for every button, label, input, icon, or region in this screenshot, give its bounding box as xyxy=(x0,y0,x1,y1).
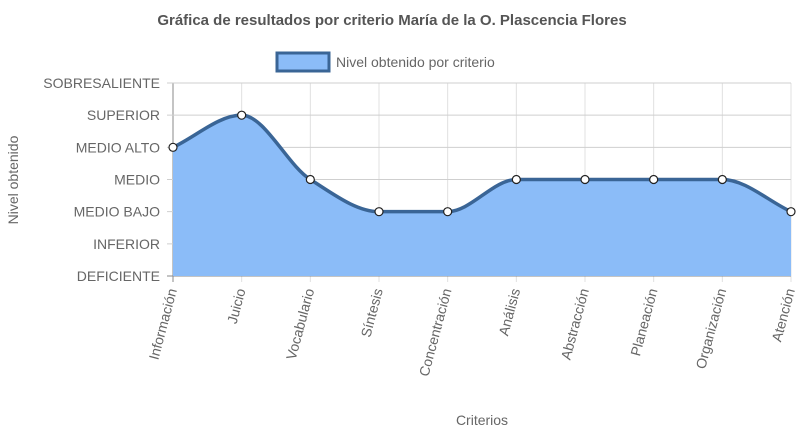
y-tick-label: SUPERIOR xyxy=(87,107,160,123)
x-tick-label: Análisis xyxy=(495,287,523,338)
y-axis-ticks: DEFICIENTE INFERIOR MEDIO BAJO MEDIO MEDIO A… xyxy=(43,75,160,284)
x-tick-label: Vocabulario xyxy=(283,286,317,361)
data-point[interactable] xyxy=(168,142,178,152)
y-axis-title: Nivel obtenido xyxy=(5,135,21,224)
y-tick-label: MEDIO xyxy=(114,172,160,188)
legend-label: Nivel obtenido por criterio xyxy=(336,54,495,70)
chart-title: Gráfica de resultados por criterio María… xyxy=(157,12,626,29)
y-tick-label: MEDIO ALTO xyxy=(76,139,160,155)
y-tick-label: DEFICIENTE xyxy=(77,268,160,284)
series-line xyxy=(172,113,792,214)
y-tick-label: MEDIO BAJO xyxy=(74,204,160,220)
x-tick-label: Síntesis xyxy=(358,287,386,339)
data-point[interactable] xyxy=(443,207,453,217)
x-tick-label: Planeación xyxy=(627,287,660,358)
data-point[interactable] xyxy=(511,174,521,185)
data-point[interactable] xyxy=(717,174,727,185)
data-point[interactable] xyxy=(580,174,590,185)
y-tick-label: INFERIOR xyxy=(93,236,160,252)
data-point[interactable] xyxy=(786,207,796,217)
data-point[interactable] xyxy=(237,110,247,120)
data-points xyxy=(168,110,796,217)
series-area xyxy=(172,113,792,277)
data-point[interactable] xyxy=(305,174,315,185)
legend-swatch xyxy=(275,51,331,73)
x-tick-label: Organización xyxy=(692,287,729,371)
x-tick-label: Información xyxy=(146,287,180,362)
x-tick-label: Concentración xyxy=(416,287,455,378)
data-point[interactable] xyxy=(374,207,384,217)
legend[interactable]: Nivel obtenido por criterio xyxy=(275,51,495,73)
x-tick-label: Abstracción xyxy=(558,287,592,362)
x-axis-ticks: Información Juicio Vocabulario Síntesis Conc… xyxy=(146,286,796,378)
y-tick-label: SOBRESALIENTE xyxy=(43,75,160,91)
x-tick-label: Juicio xyxy=(224,286,249,325)
x-axis-title: Criterios xyxy=(456,412,508,428)
x-tick-label: Atención xyxy=(768,287,796,344)
data-point[interactable] xyxy=(649,174,659,185)
